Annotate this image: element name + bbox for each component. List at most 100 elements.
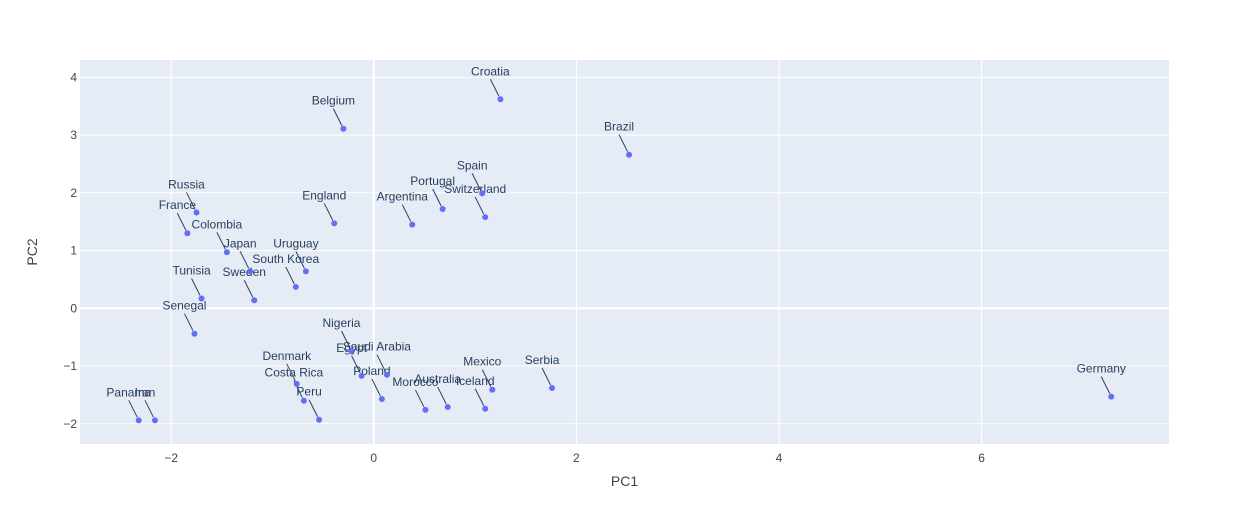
point-label: Colombia xyxy=(192,217,243,231)
data-point[interactable] xyxy=(300,397,307,404)
point-label: Costa Rica xyxy=(265,366,324,380)
data-point[interactable] xyxy=(293,380,300,387)
annotation-arrow xyxy=(308,399,319,417)
point-label: South Korea xyxy=(252,252,319,266)
data-point[interactable] xyxy=(482,214,489,221)
annotation-arrow xyxy=(481,369,492,387)
annotation-arrow xyxy=(376,354,386,372)
data-point[interactable] xyxy=(444,404,451,411)
data-point[interactable] xyxy=(316,416,323,423)
y-tick-label: 3 xyxy=(70,128,77,142)
y-tick-label: −1 xyxy=(63,359,77,373)
annotation-arrow xyxy=(414,389,425,408)
point-label: Nigeria xyxy=(322,316,360,330)
data-point[interactable] xyxy=(191,330,198,337)
data-point[interactable] xyxy=(482,405,489,412)
annotation-arrow xyxy=(401,204,412,222)
annotation-arrow xyxy=(541,367,552,386)
point-label: Iceland xyxy=(456,374,495,388)
data-point[interactable] xyxy=(302,268,309,275)
point-label: Egypt xyxy=(336,341,367,355)
annotation-arrow xyxy=(128,400,138,418)
plot-background xyxy=(80,60,1169,444)
annotation-arrow xyxy=(351,355,361,374)
y-axis-title: PC2 xyxy=(24,238,40,265)
point-label: Mexico xyxy=(463,355,501,369)
data-point[interactable] xyxy=(497,96,504,103)
point-label: Switzerland xyxy=(444,182,506,196)
data-point[interactable] xyxy=(151,417,158,424)
point-label: France xyxy=(159,198,197,212)
point-label: Germany xyxy=(1077,362,1126,376)
x-tick-label: −2 xyxy=(164,451,178,465)
annotation-arrow xyxy=(1100,376,1111,394)
data-points xyxy=(135,96,1115,424)
y-tick-label: 4 xyxy=(70,70,77,84)
annotation-arrow xyxy=(286,363,296,382)
grid-lines xyxy=(80,60,1169,444)
data-point[interactable] xyxy=(626,151,633,158)
data-point[interactable] xyxy=(340,125,347,132)
annotation-arrow xyxy=(432,188,442,207)
data-point[interactable] xyxy=(409,221,416,228)
point-label: England xyxy=(302,188,346,202)
point-label: Brazil xyxy=(604,120,634,134)
annotation-arrow xyxy=(186,192,196,210)
data-point[interactable] xyxy=(348,348,355,355)
data-point[interactable] xyxy=(184,230,191,237)
point-label: Sweden xyxy=(223,265,266,279)
data-point[interactable] xyxy=(549,384,556,391)
point-label: Denmark xyxy=(262,349,312,363)
y-tick-label: 2 xyxy=(70,186,77,200)
point-label: Tunisia xyxy=(172,263,211,277)
point-label: Senegal xyxy=(162,299,206,313)
point-label: Russia xyxy=(168,177,205,191)
x-tick-label: 6 xyxy=(978,451,985,465)
data-point[interactable] xyxy=(223,249,230,256)
y-tick-label: 1 xyxy=(70,244,77,258)
annotation-arrow xyxy=(323,203,334,221)
data-point[interactable] xyxy=(479,190,486,197)
data-point[interactable] xyxy=(383,371,390,378)
annotation-arrow xyxy=(474,388,485,406)
point-label: Peru xyxy=(296,385,321,399)
annotation-arrow xyxy=(332,108,343,126)
point-label: Spain xyxy=(457,158,488,172)
y-tick-label: 0 xyxy=(70,301,77,315)
data-point[interactable] xyxy=(422,406,429,413)
data-point[interactable] xyxy=(198,295,205,302)
annotation-arrow xyxy=(176,213,187,231)
data-point[interactable] xyxy=(193,209,200,216)
data-point[interactable] xyxy=(378,395,385,402)
data-point[interactable] xyxy=(358,372,365,379)
data-point[interactable] xyxy=(331,220,338,227)
point-label: Iran xyxy=(135,385,156,399)
annotation-arrow xyxy=(618,134,629,152)
point-label: Japan xyxy=(224,236,257,250)
data-point[interactable] xyxy=(489,386,496,393)
data-point[interactable] xyxy=(1108,393,1115,400)
annotation-arrow xyxy=(437,386,447,405)
point-label: Panama xyxy=(106,385,151,399)
point-label: Morocco xyxy=(392,375,438,389)
data-point[interactable] xyxy=(135,417,142,424)
annotation-arrow xyxy=(191,278,201,296)
annotation-arrow xyxy=(489,79,500,97)
data-point[interactable] xyxy=(439,205,446,212)
annotation-arrow xyxy=(471,173,482,191)
point-label: Argentina xyxy=(377,190,429,204)
point-label: Croatia xyxy=(471,64,510,78)
x-tick-label: 0 xyxy=(370,451,377,465)
annotation-arrow xyxy=(295,251,305,269)
point-label: Portugal xyxy=(410,174,455,188)
data-point[interactable] xyxy=(251,297,258,304)
data-point[interactable] xyxy=(247,268,254,275)
data-point[interactable] xyxy=(292,283,299,290)
x-tick-label: 4 xyxy=(776,451,783,465)
x-tick-label: 2 xyxy=(573,451,580,465)
point-label: Belgium xyxy=(312,94,355,108)
annotation-arrow xyxy=(285,266,295,285)
point-label: Serbia xyxy=(525,353,560,367)
